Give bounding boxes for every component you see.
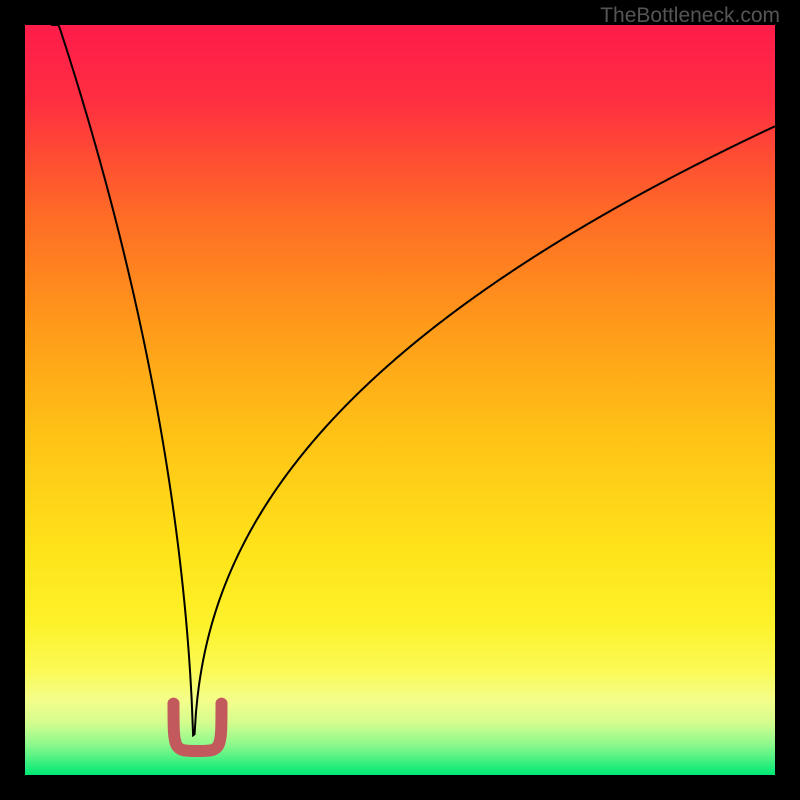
watermark-text: TheBottleneck.com <box>600 4 780 28</box>
plot-area <box>25 25 775 775</box>
bottleneck-curve <box>51 25 775 735</box>
valley-marker-dot-right <box>216 698 228 710</box>
valley-marker-path <box>174 704 222 751</box>
valley-marker-dot-left <box>168 698 180 710</box>
curve-layer <box>25 25 775 775</box>
chart-root: TheBottleneck.com <box>0 0 800 800</box>
